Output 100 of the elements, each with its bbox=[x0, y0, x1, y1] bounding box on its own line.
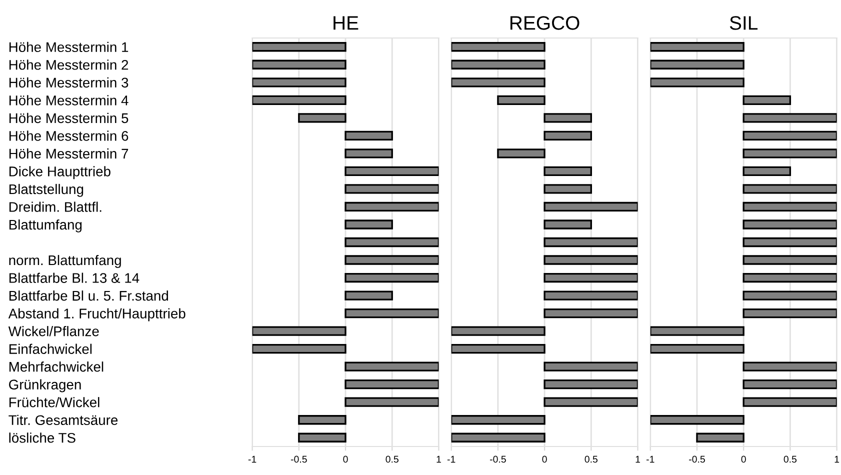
bar bbox=[742, 130, 837, 141]
bar bbox=[544, 237, 638, 248]
bar bbox=[451, 42, 546, 52]
bar bbox=[344, 290, 393, 300]
chart-title: SIL bbox=[730, 16, 758, 30]
bar bbox=[344, 220, 393, 230]
bar bbox=[650, 42, 744, 52]
bar bbox=[742, 166, 792, 176]
bar bbox=[344, 308, 439, 318]
y-tick-label: Höhe Messtermin 1 bbox=[9, 42, 128, 52]
bar bbox=[544, 113, 592, 123]
bar bbox=[344, 272, 439, 283]
bar bbox=[298, 432, 346, 442]
bar bbox=[544, 272, 638, 283]
x-tick-label: -0.5 bbox=[290, 456, 307, 463]
bar bbox=[742, 272, 837, 283]
x-tick-label: 0 bbox=[542, 456, 547, 463]
y-tick-label: Einfachwickel bbox=[9, 344, 92, 354]
x-tick-label: -0.5 bbox=[689, 456, 705, 463]
bar bbox=[544, 290, 638, 300]
bar bbox=[344, 148, 393, 158]
bar bbox=[544, 380, 638, 390]
bar bbox=[344, 380, 439, 390]
y-tick-label: Mehrfachwickel bbox=[9, 362, 104, 372]
bar bbox=[344, 202, 439, 212]
bar bbox=[742, 380, 837, 390]
bar bbox=[650, 60, 744, 70]
y-tick-label: Grünkragen bbox=[9, 379, 81, 392]
bar bbox=[742, 397, 837, 407]
bar bbox=[544, 397, 638, 407]
bar bbox=[298, 113, 346, 123]
bar bbox=[252, 95, 346, 105]
bar bbox=[344, 237, 439, 248]
bar bbox=[742, 95, 792, 105]
y-tick-label: Abstand 1. Frucht/Haupttrieb bbox=[8, 308, 186, 322]
bar bbox=[451, 78, 546, 88]
x-tick-label: 0.5 bbox=[584, 456, 598, 463]
y-tick-label: Titr. Gesamtsäure bbox=[8, 414, 118, 426]
y-tick-label: lösliche TS bbox=[9, 432, 76, 443]
bar bbox=[252, 60, 346, 70]
y-tick-label: Dreidim. Blattfl. bbox=[9, 202, 102, 212]
bar bbox=[497, 148, 546, 158]
chart-title: REGCO bbox=[510, 16, 580, 30]
bar bbox=[252, 78, 346, 88]
x-tick-label: 0.5 bbox=[784, 456, 797, 463]
x-tick-label: 0 bbox=[741, 456, 746, 463]
bar bbox=[742, 220, 837, 230]
bar bbox=[742, 308, 837, 318]
bar bbox=[650, 78, 744, 88]
x-tick-label: 1 bbox=[636, 456, 640, 463]
bar bbox=[544, 184, 592, 194]
bar bbox=[742, 362, 837, 372]
x-tick-label: 0.5 bbox=[386, 456, 398, 463]
bar bbox=[344, 184, 439, 194]
bar bbox=[544, 166, 592, 176]
x-tick-label: -0.5 bbox=[490, 456, 506, 463]
bar bbox=[650, 415, 744, 425]
bar bbox=[252, 344, 346, 354]
bar bbox=[544, 255, 638, 265]
bar bbox=[451, 344, 546, 354]
x-tick-label: 0 bbox=[343, 456, 348, 463]
x-tick-label: -1 bbox=[646, 456, 654, 463]
y-tick-label: norm. Blattumfang bbox=[9, 254, 121, 268]
bar bbox=[544, 202, 638, 212]
bar bbox=[451, 326, 546, 336]
bar bbox=[742, 184, 837, 194]
y-tick-label: Höhe Messtermin 2 bbox=[9, 60, 128, 70]
y-tick-label: Blattumfang bbox=[9, 219, 82, 232]
x-tick-label: 1 bbox=[436, 456, 441, 463]
bar bbox=[451, 415, 546, 425]
bar bbox=[252, 326, 346, 336]
bar bbox=[742, 148, 837, 158]
bar bbox=[344, 130, 393, 141]
bar bbox=[344, 397, 439, 407]
bar bbox=[451, 60, 546, 70]
bar bbox=[650, 344, 744, 354]
bar bbox=[742, 202, 837, 212]
y-tick-label: Dicke Haupttrieb bbox=[9, 166, 110, 180]
y-tick-label: Blattstellung bbox=[9, 184, 84, 197]
bar bbox=[252, 42, 346, 52]
x-tick-label: 1 bbox=[834, 456, 840, 463]
bar bbox=[742, 237, 837, 248]
y-tick-label: Wickel/Pflanze bbox=[8, 326, 99, 336]
bar bbox=[344, 255, 439, 265]
bar bbox=[344, 362, 439, 372]
bar bbox=[451, 432, 546, 442]
chart-title: HE bbox=[334, 16, 358, 30]
bar bbox=[544, 308, 638, 318]
bar bbox=[742, 113, 837, 123]
y-tick-label: Früchte/Wickel bbox=[9, 397, 100, 408]
y-tick-label: Höhe Messtermin 5 bbox=[9, 112, 128, 124]
bar bbox=[497, 95, 546, 105]
y-tick-label: Blattfarbe Bl. 13 & 14 bbox=[9, 272, 140, 283]
bar bbox=[742, 255, 837, 265]
bar bbox=[298, 415, 346, 425]
x-tick-label: -1 bbox=[447, 456, 456, 463]
bar bbox=[344, 166, 439, 176]
bar bbox=[544, 130, 592, 141]
y-tick-label: Höhe Messtermin 7 bbox=[9, 148, 128, 159]
y-tick-label: Höhe Messtermin 4 bbox=[9, 95, 128, 106]
